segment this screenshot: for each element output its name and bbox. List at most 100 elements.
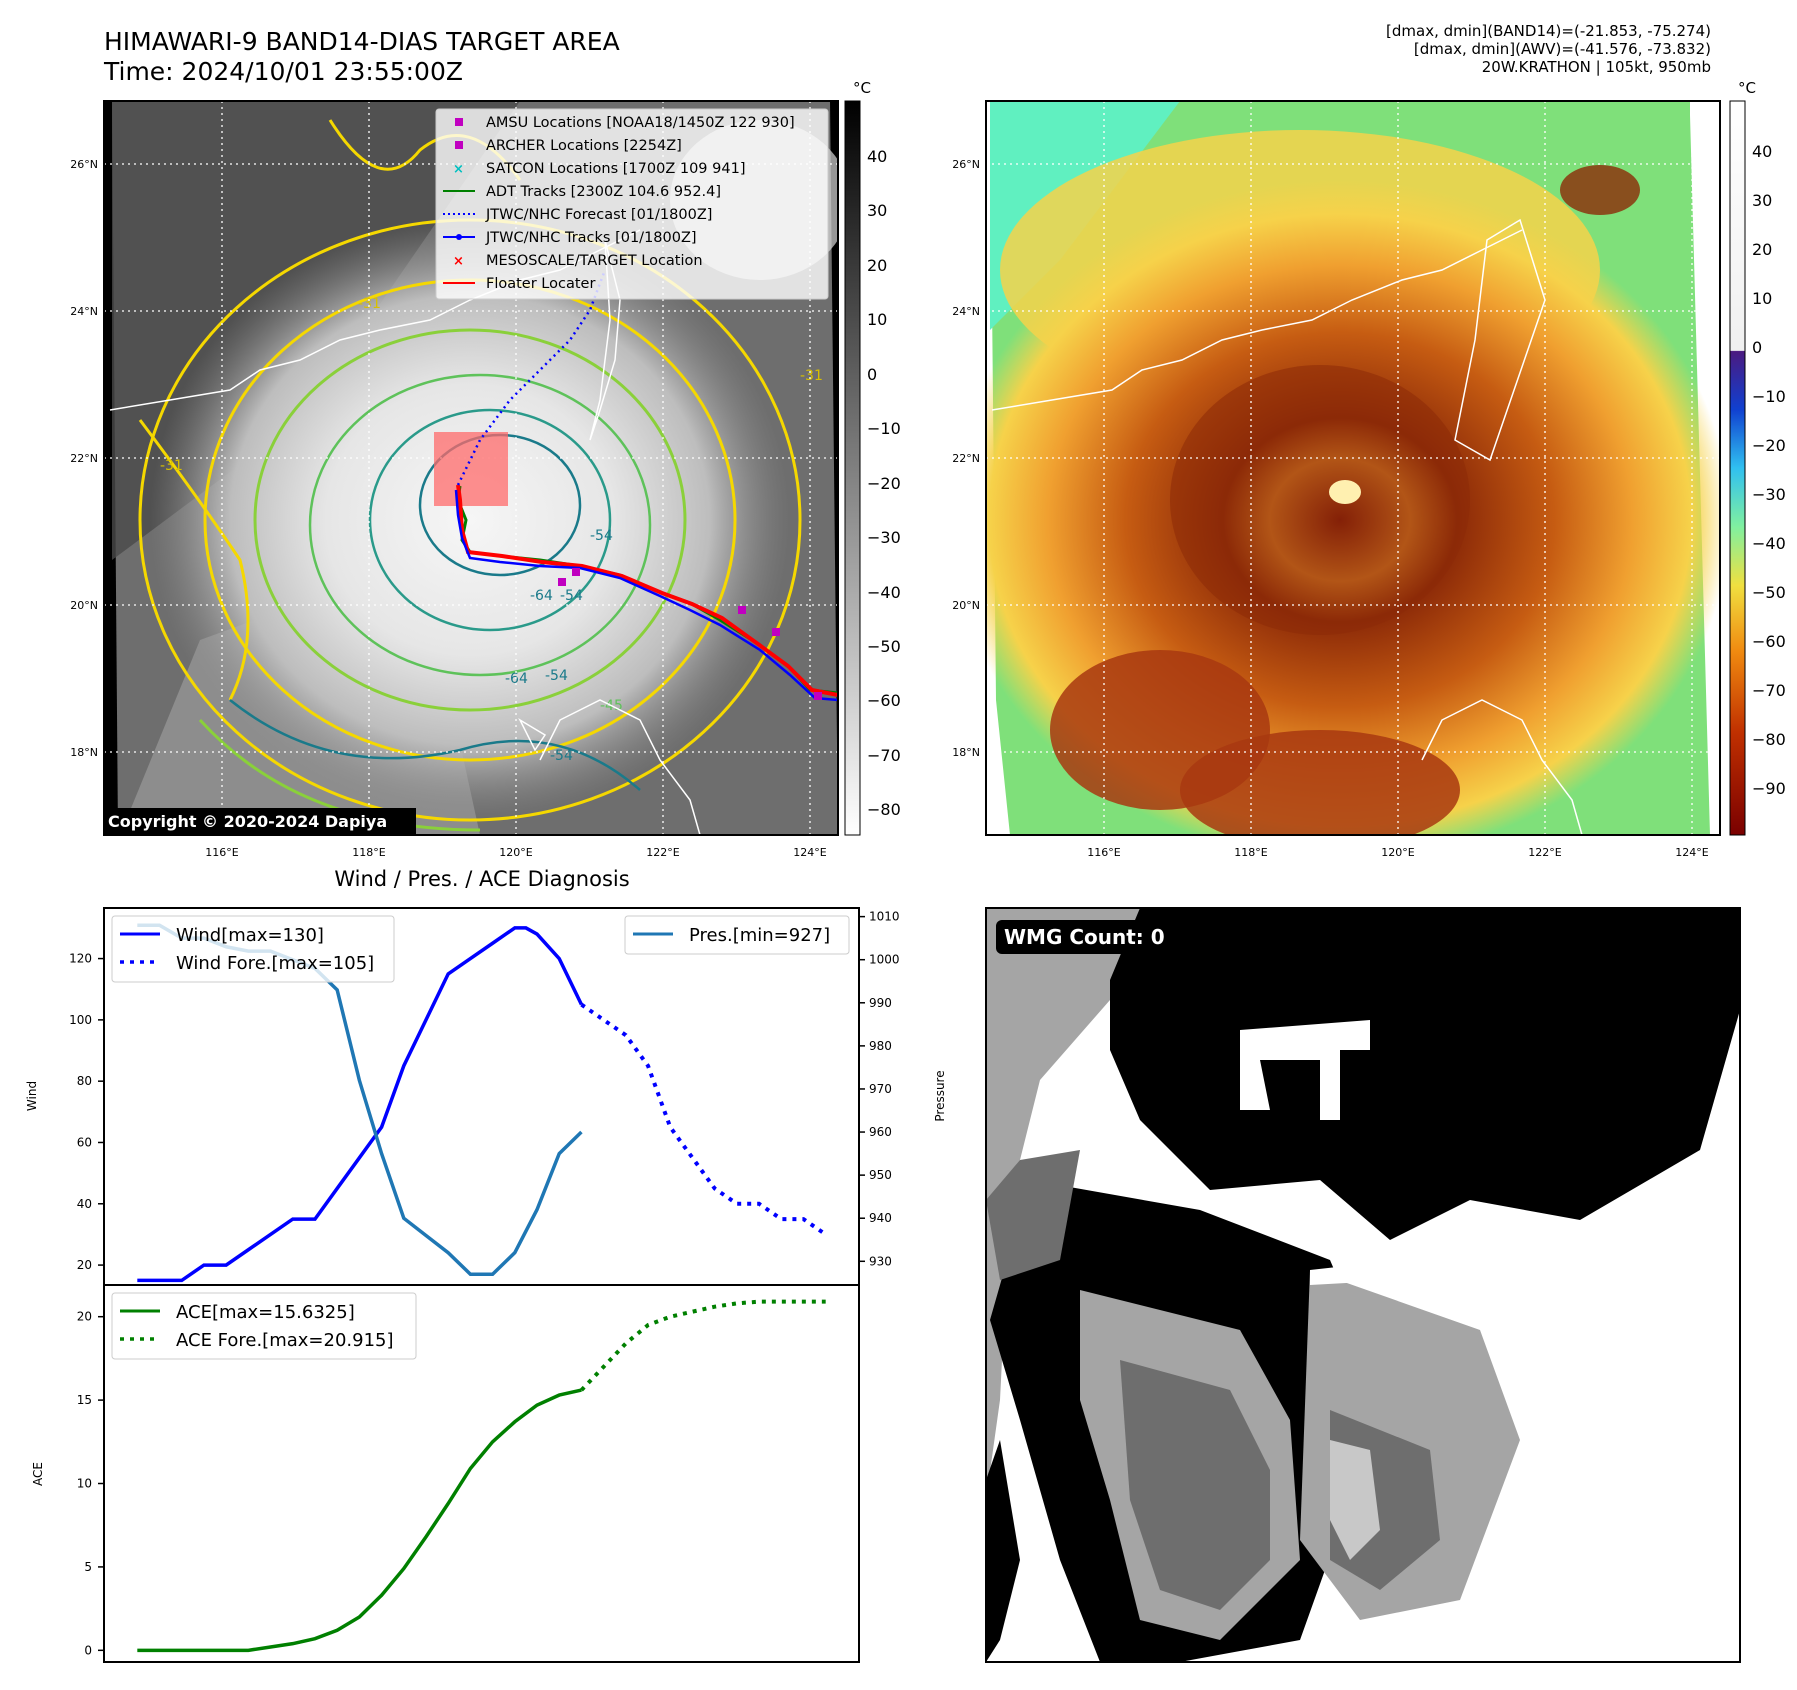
coast-luzon	[1421, 699, 1583, 835]
wind-legend-label: Wind[max=130]	[176, 925, 324, 946]
ace-tick-label: 0	[84, 1643, 92, 1657]
pressure-tick-label: 1010	[869, 910, 900, 924]
awv-lon-124: 124°E	[1675, 846, 1708, 859]
awv-lat-26: 26°N	[952, 158, 980, 171]
legend-satcon-marker: ×	[453, 162, 464, 177]
pressure-tick-label: 950	[869, 1168, 892, 1182]
awv-map-frame	[985, 100, 1721, 836]
pressure-tick-label: 960	[869, 1125, 892, 1139]
jtwc-track	[454, 489, 838, 702]
wind-tick-label: 20	[77, 1258, 92, 1272]
legend-target-marker: ×	[453, 254, 464, 269]
series-windline	[137, 926, 584, 1283]
ir-storm-clouds	[150, 220, 790, 820]
awv-lat-labels: 26°N 24°N 22°N 20°N 18°N	[952, 158, 980, 759]
ace-tick-label: 5	[84, 1560, 92, 1574]
wmg-panel: WMG Count: 0	[985, 907, 1741, 1663]
ir-lon-116: 116°E	[205, 846, 238, 859]
pressure-tick-label: 1000	[869, 953, 900, 967]
contour-green-south	[198, 718, 481, 832]
ir-lat-22: 22°N	[70, 452, 98, 465]
ir-cbar-tick: −10	[867, 419, 901, 438]
awv-lon-118: 118°E	[1234, 846, 1267, 859]
ace-legend-box	[111, 1292, 417, 1360]
wind-tick-label: 100	[69, 1013, 92, 1027]
copyright-box	[104, 808, 416, 835]
legend-tracks-dot	[456, 234, 462, 240]
awv-lat-18: 18°N	[952, 746, 980, 759]
wmg-eye	[1330, 1440, 1380, 1560]
awv-cbar-tick: 20	[1752, 240, 1772, 259]
awv-cbar-tick: −40	[1752, 534, 1786, 553]
info-storm: 20W.KRATHON | 105kt, 950mb	[1481, 58, 1711, 76]
archer-marker	[772, 628, 780, 636]
ir-legend: AMSU Locations [NOAA18/1450Z 122 930] AR…	[435, 108, 829, 300]
ir-lon-120: 120°E	[499, 846, 532, 859]
awv-cbar-tick: −10	[1752, 387, 1786, 406]
ace-fore-legend-label: ACE Fore.[max=20.915]	[176, 1330, 394, 1351]
ir-cbar-tick: −80	[867, 800, 901, 819]
ace-legend: ACE[max=15.6325] ACE Fore.[max=20.915]	[111, 1292, 417, 1360]
series-wind-fore-line	[580, 1002, 827, 1237]
ir-cbar-tick: −20	[867, 474, 901, 493]
legend-amsu-marker	[455, 118, 463, 126]
legend-adt: ADT Tracks [2300Z 104.6 952.4]	[486, 184, 721, 200]
pressure-axis-label: Pressure	[933, 1070, 947, 1121]
wind-pressure-chart: Wind Pressure 20 40 60 80 100 120 930 940 950 96…	[25, 907, 947, 1286]
figure-title: HIMAWARI-9 BAND14-DIAS TARGET AREA	[104, 27, 620, 56]
legend-box	[435, 108, 829, 300]
contour-label-2: -31	[800, 368, 823, 384]
wind-fore-legend-label: Wind Fore.[max=105]	[176, 953, 374, 974]
ace-tick-label: 10	[77, 1477, 92, 1491]
pressure-tick-label: 980	[869, 1039, 892, 1053]
pressure-ticks: 930 940 950 960 970 980 990 1000 1010	[859, 910, 900, 1268]
mesoscale-target-box[interactable]	[434, 432, 508, 506]
legend-satcon: SATCON Locations [1700Z 109 941]	[486, 161, 745, 177]
contour-label-4: -54	[560, 588, 583, 604]
awv-cbar-tick: 10	[1752, 289, 1772, 308]
ir-colorbar-unit: °C	[853, 79, 871, 97]
legend-archer-marker	[455, 141, 463, 149]
wmg-darkgray-west	[986, 1150, 1080, 1280]
archer-marker	[738, 606, 746, 614]
legend-amsu: AMSU Locations [NOAA18/1450Z 122 930]	[486, 115, 795, 131]
awv-colorbar: °C 40 30 20 10 0 −10 −20 −30 −40 −50 −60…	[1729, 79, 1786, 836]
wmg-black-north	[1110, 908, 1740, 1240]
archer-marker	[814, 692, 822, 700]
ir-lat-18: 18°N	[70, 746, 98, 759]
ir-cbar-tick: −40	[867, 583, 901, 602]
wind-tick-label: 80	[77, 1074, 92, 1088]
wind-tick-label: 40	[77, 1197, 92, 1211]
series-aceline	[137, 1388, 582, 1653]
awv-gridlines	[986, 101, 1720, 835]
ir-lat-26: 26°N	[70, 158, 98, 171]
info-band14: [dmax, dmin](BAND14)=(-21.853, -75.274)	[1386, 22, 1711, 40]
wmg-white-gap-2	[1310, 1260, 1400, 1285]
awv-lon-labels: 116°E 118°E 120°E 122°E 124°E	[1087, 846, 1708, 859]
awv-cbar-tick: −60	[1752, 632, 1786, 651]
awv-lon-122: 122°E	[1528, 846, 1561, 859]
ir-lon-labels: 116°E 118°E 120°E 122°E 124°E	[205, 846, 826, 859]
pressure-legend: Pres.[min=927]	[624, 915, 850, 955]
pressure-tick-label: 990	[869, 996, 892, 1010]
ir-cbar-tick: −70	[867, 746, 901, 765]
ir-cbar-tick: −30	[867, 528, 901, 547]
wind-legend-box	[111, 915, 395, 983]
wmg-frame	[985, 907, 1741, 1663]
ace-ticks: 0 5 10 15 20	[77, 1310, 104, 1657]
awv-cbar-tick: 30	[1752, 191, 1772, 210]
wind-tick-label: 120	[69, 952, 92, 966]
awv-cbar-tick: 40	[1752, 142, 1772, 161]
ace-lines	[137, 1299, 826, 1653]
ir-lon-124: 124°E	[793, 846, 826, 859]
legend-archer: ARCHER Locations [2254Z]	[486, 138, 682, 154]
awv-cbar-tick: −30	[1752, 485, 1786, 504]
ace-legend-label: ACE[max=15.6325]	[176, 1302, 355, 1323]
pressure-tick-label: 970	[869, 1082, 892, 1096]
contour-green-outer	[253, 328, 687, 712]
coast-island	[518, 718, 547, 752]
ir-colorbar-ticks: 40 30 20 10 0 −10 −20 −30 −40 −50 −60 −7…	[867, 147, 901, 819]
pressure-legend-box	[624, 915, 850, 955]
info-awv: [dmax, dmin](AWV)=(-41.576, -73.832)	[1413, 40, 1711, 58]
